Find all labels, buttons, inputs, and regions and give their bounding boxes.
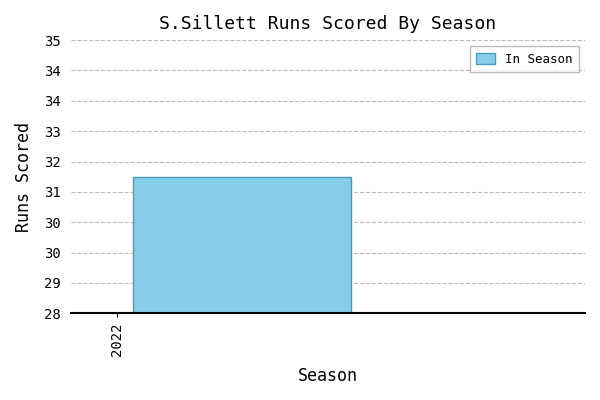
X-axis label: Season: Season [298,367,358,385]
Y-axis label: Runs Scored: Runs Scored [15,122,33,232]
Bar [133,177,351,313]
Title: S.Sillett Runs Scored By Season: S.Sillett Runs Scored By Season [159,15,496,33]
Legend: In Season: In Season [470,46,579,72]
